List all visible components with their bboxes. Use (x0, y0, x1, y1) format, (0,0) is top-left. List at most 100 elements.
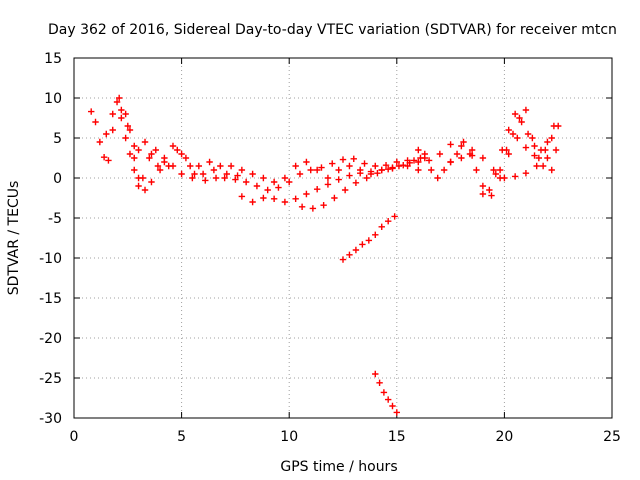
data-point (346, 172, 353, 179)
data-point (533, 162, 540, 170)
data-point (249, 198, 256, 206)
data-point (384, 396, 392, 403)
data-point (341, 186, 349, 194)
data-point (270, 178, 278, 186)
data-point (458, 142, 465, 150)
data-point (113, 98, 121, 106)
data-point (227, 162, 235, 170)
data-point (234, 172, 241, 179)
data-point (318, 164, 325, 171)
data-point (131, 166, 138, 174)
data-point (275, 184, 282, 191)
data-point (324, 181, 332, 188)
data-point (522, 106, 530, 114)
series-track-g (372, 370, 400, 416)
y-tick-label: 10 (44, 91, 62, 107)
data-point (313, 186, 321, 193)
data-point (555, 122, 562, 130)
data-point (232, 176, 239, 183)
data-point (324, 174, 332, 182)
data-point (382, 162, 390, 169)
data-point (548, 166, 555, 174)
data-point (428, 166, 435, 174)
data-point (503, 146, 510, 154)
series-track-f (339, 213, 398, 263)
data-point (339, 256, 347, 263)
data-point (165, 162, 172, 170)
data-point (122, 134, 129, 142)
data-point (468, 152, 476, 159)
data-point (103, 130, 110, 138)
data-point (531, 142, 538, 150)
data-point (490, 166, 497, 174)
data-point (544, 154, 551, 162)
data-point (395, 162, 403, 170)
data-point (400, 162, 407, 169)
data-point (516, 114, 523, 122)
data-point (488, 192, 495, 199)
data-point (524, 130, 532, 138)
data-point (458, 154, 465, 162)
data-point (415, 166, 422, 174)
y-tick-label: -10 (39, 251, 62, 267)
data-point (511, 173, 519, 180)
data-point (161, 154, 168, 162)
data-point (389, 402, 396, 410)
data-point (479, 182, 487, 190)
data-point (174, 146, 181, 154)
data-point (109, 126, 116, 134)
data-point (372, 370, 379, 378)
data-point (496, 166, 504, 174)
data-point (191, 170, 198, 178)
data-point (303, 158, 310, 166)
data-point (372, 231, 379, 238)
data-point (384, 166, 392, 173)
data-point (378, 223, 385, 230)
data-point (479, 190, 487, 198)
data-point (281, 198, 289, 206)
data-point (389, 164, 396, 171)
data-point (281, 174, 289, 182)
data-point (169, 142, 177, 150)
data-point (552, 146, 560, 154)
data-point (453, 150, 461, 158)
data-point (202, 177, 209, 184)
data-point (135, 146, 142, 154)
data-point (126, 126, 134, 134)
plot-frame (73, 57, 613, 419)
data-point (152, 146, 159, 154)
data-point (518, 118, 525, 126)
data-point (335, 166, 342, 174)
series-track-j (447, 146, 560, 182)
data-point (238, 166, 246, 174)
data-point (436, 150, 444, 158)
x-tick-label: 25 (603, 429, 621, 445)
series-track-k (496, 106, 562, 174)
series-track-c (118, 106, 241, 194)
data-point (182, 154, 190, 162)
x-tick-label: 10 (280, 429, 298, 445)
series-track-h (415, 110, 558, 198)
data-point (352, 179, 360, 186)
data-point (372, 162, 379, 170)
data-point (378, 166, 385, 174)
axis-ticks: 0 5 10 15 20 25 15 10 5 0 -5 -10 -15 -20 -25 -30 (39, 51, 621, 445)
data-point (514, 134, 521, 142)
data-point (221, 174, 228, 182)
y-tick-label: 5 (53, 131, 62, 147)
data-point (156, 166, 164, 174)
data-point (238, 193, 246, 200)
data-point (391, 213, 398, 220)
data-point (539, 162, 547, 170)
data-point (359, 241, 366, 248)
data-point (548, 134, 555, 142)
data-point (350, 155, 357, 162)
data-point (296, 170, 304, 178)
data-point (309, 205, 317, 212)
data-point (298, 203, 306, 210)
data-point (393, 158, 400, 166)
data-point (505, 150, 512, 158)
data-point (415, 146, 422, 154)
data-point (105, 157, 112, 164)
data-point (479, 154, 487, 162)
